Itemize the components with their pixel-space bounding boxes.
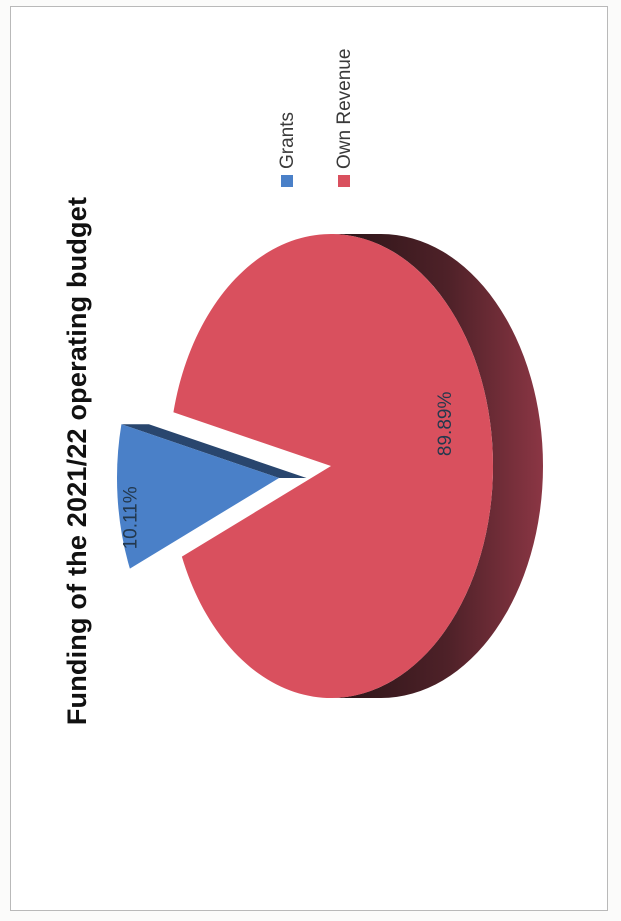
legend-item-own-revenue: Own Revenue	[334, 49, 355, 187]
chart-title: Funding of the 2021/22 operating budget	[62, 197, 92, 725]
data-label-own-revenue: 89.89%	[435, 392, 456, 457]
legend-swatch-grants	[281, 175, 293, 187]
legend-item-grants: Grants	[277, 112, 298, 187]
legend-label-grants: Grants	[277, 112, 298, 169]
pie-slice-own-revenue	[173, 234, 493, 698]
legend-label-own-revenue: Own Revenue	[334, 49, 355, 169]
pie-side-own-revenue	[331, 234, 543, 698]
legend: Grants Own Revenue	[277, 49, 355, 187]
legend-swatch-own-revenue	[338, 175, 350, 187]
data-label-grants: 10.11%	[120, 486, 141, 549]
pie-slice-grants	[117, 424, 279, 569]
pie-cut-grants	[121, 424, 307, 478]
pie-group: 89.89% 10.11%	[117, 234, 543, 698]
